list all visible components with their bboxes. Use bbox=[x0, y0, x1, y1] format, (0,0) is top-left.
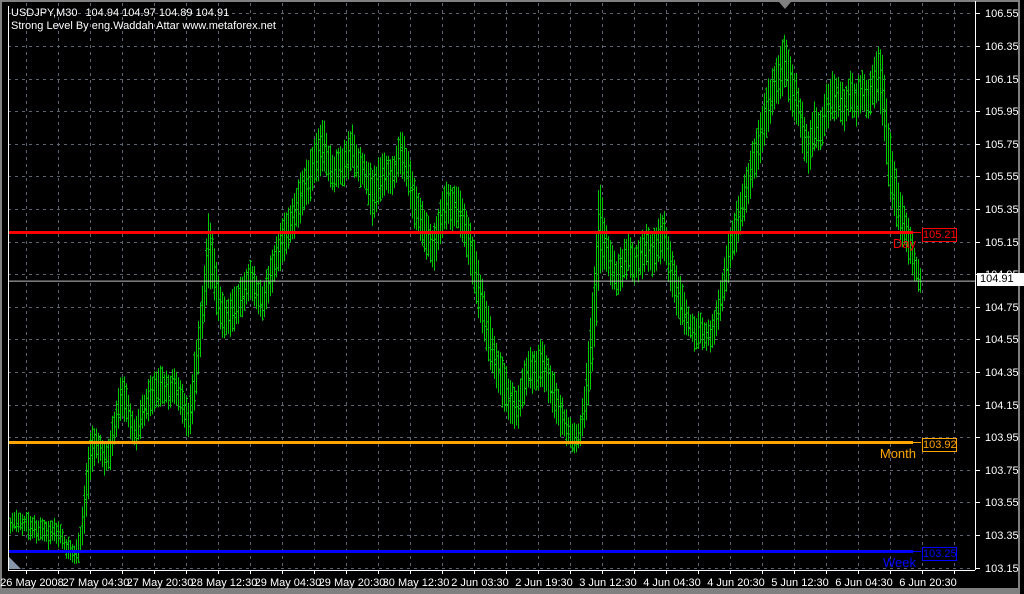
price-tick-label: 106.15 bbox=[985, 74, 1019, 86]
price-tick-label: 104.35 bbox=[985, 367, 1019, 379]
price-tick-label: 103.75 bbox=[985, 465, 1019, 477]
time-tick-label[interactable]: 26 May 2008 bbox=[0, 577, 64, 589]
level-name-label-day: Day bbox=[892, 236, 916, 251]
time-tick-label[interactable]: 27 May 20:30 bbox=[127, 577, 194, 589]
time-tick-label[interactable]: 30 May 12:30 bbox=[383, 577, 450, 589]
ohlc-values: 104.94 104.97 104.89 104.91 bbox=[85, 7, 230, 19]
time-tick-label[interactable]: 6 Jun 20:30 bbox=[899, 577, 957, 589]
time-tick-label[interactable]: 4 Jun 04:30 bbox=[643, 577, 701, 589]
time-tick-label[interactable]: 29 May 20:30 bbox=[319, 577, 386, 589]
time-tick-label[interactable]: 2 Jun 19:30 bbox=[515, 577, 573, 589]
time-tick-label[interactable]: 28 May 12:30 bbox=[191, 577, 258, 589]
price-tick-label: 104.55 bbox=[985, 334, 1019, 346]
price-tick-label: 104.15 bbox=[985, 400, 1019, 412]
price-tick-label: 103.95 bbox=[985, 432, 1019, 444]
price-tick-label: 105.55 bbox=[985, 171, 1019, 183]
price-tick-label: 103.55 bbox=[985, 497, 1019, 509]
price-tick-label: 106.55 bbox=[985, 8, 1019, 20]
level-price-box-month: 103.92 bbox=[922, 438, 957, 452]
price-tick-label: 104.75 bbox=[985, 302, 1019, 314]
price-tick-label: 105.15 bbox=[985, 237, 1019, 249]
price-tick-label: 105.35 bbox=[985, 204, 1019, 216]
price-tick-label: 105.95 bbox=[985, 106, 1019, 118]
time-tick-label[interactable]: 6 Jun 04:30 bbox=[835, 577, 893, 589]
time-tick-label[interactable]: 3 Jun 12:30 bbox=[579, 577, 637, 589]
chart-title-block: USDJPY,M30 104.94 104.97 104.89 104.91 St… bbox=[11, 7, 276, 33]
current-price-box: 104.91 bbox=[977, 273, 1024, 286]
price-tick-label: 103.35 bbox=[985, 530, 1019, 542]
indicator-credit-label: Strong Level By eng.Waddah Attar www.met… bbox=[11, 20, 276, 32]
time-tick-label[interactable]: 4 Jun 20:30 bbox=[707, 577, 765, 589]
symbol-period-label: USDJPY,M30 bbox=[11, 7, 78, 19]
time-tick-label[interactable]: 29 May 04:30 bbox=[255, 577, 322, 589]
price-tick-label: 103.15 bbox=[985, 563, 1019, 575]
time-tick-label[interactable]: 27 May 04:30 bbox=[63, 577, 130, 589]
scroll-position-marker-icon[interactable] bbox=[779, 2, 791, 9]
symbol-ohlc-line: USDJPY,M30 104.94 104.97 104.89 104.91 bbox=[11, 7, 276, 20]
level-price-box-week: 103.25 bbox=[922, 547, 957, 561]
time-tick-label[interactable]: 5 Jun 12:30 bbox=[771, 577, 829, 589]
time-tick-label[interactable]: 2 Jun 03:30 bbox=[451, 577, 509, 589]
price-tick-label: 106.35 bbox=[985, 41, 1019, 53]
level-name-label-week: Week bbox=[883, 555, 916, 570]
chart-begin-marker-icon[interactable] bbox=[9, 557, 21, 569]
ohlc-bars bbox=[9, 34, 922, 564]
price-tick-label: 105.75 bbox=[985, 139, 1019, 151]
level-name-label-month: Month bbox=[879, 446, 916, 461]
level-price-box-day: 105.21 bbox=[922, 228, 957, 242]
